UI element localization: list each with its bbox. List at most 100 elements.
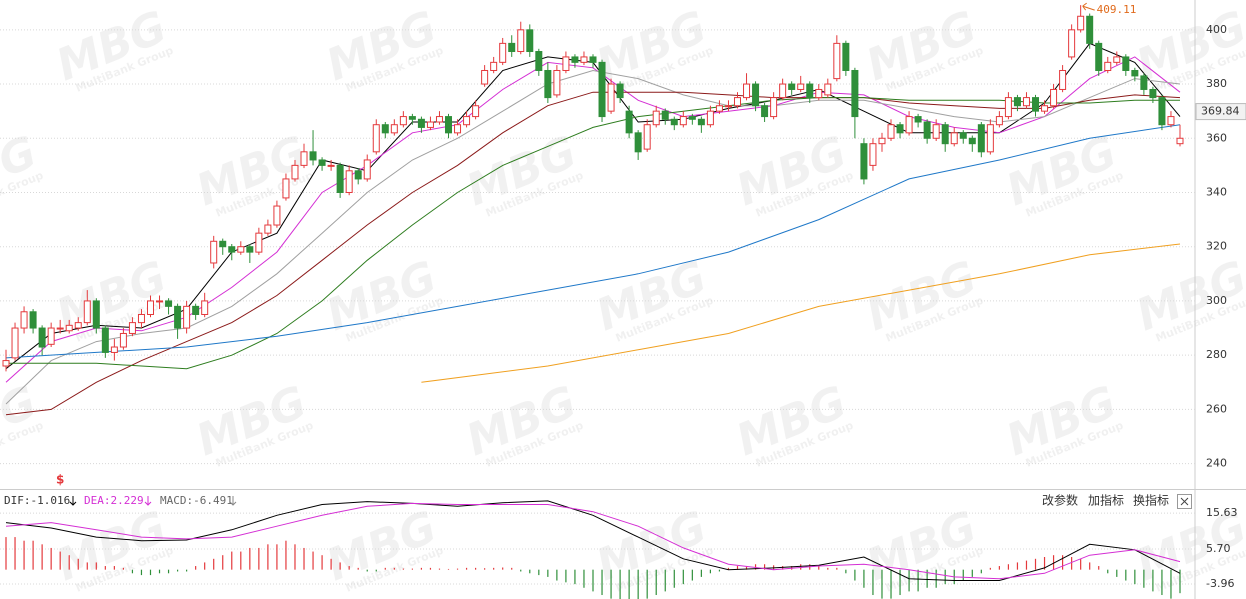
down-arrow: [144, 496, 152, 506]
candle-body: [201, 300, 209, 315]
dif-readout: DIF:-1.016: [4, 494, 70, 507]
y-tick-label: 380: [1206, 77, 1227, 90]
candle-body: [544, 69, 552, 99]
candle-body: [661, 110, 669, 120]
candle-body: [273, 205, 281, 226]
candle-body: [481, 69, 489, 85]
close-button[interactable]: [1177, 494, 1192, 509]
toolbar-button[interactable]: 改参数: [1042, 493, 1078, 508]
candle-body: [761, 105, 769, 118]
y-tick-label: 340: [1206, 185, 1227, 198]
candle-body: [1022, 97, 1030, 107]
candle-body: [65, 324, 73, 332]
candle-body: [174, 305, 182, 329]
y-tick-label: 300: [1206, 294, 1227, 307]
candle-body: [905, 116, 913, 134]
candle-body: [589, 56, 597, 63]
candle-body: [219, 240, 227, 248]
candle-body: [770, 97, 778, 118]
candle-body: [1104, 61, 1112, 71]
candle-body: [562, 56, 570, 71]
candle-body: [517, 29, 525, 53]
candle-body: [977, 124, 985, 153]
candle-body: [1176, 137, 1184, 145]
moving-average-line: [6, 97, 1180, 370]
y-tick-label: -3.96: [1206, 577, 1234, 590]
macd-line: [5, 502, 1181, 580]
candle-body: [607, 83, 615, 112]
candle-body: [706, 110, 714, 126]
candle-body: [83, 300, 91, 324]
candle-body: [715, 105, 723, 112]
candle-body: [291, 164, 299, 180]
candle-body: [445, 116, 453, 134]
candle-body: [914, 116, 922, 123]
toolbar-button[interactable]: 加指标: [1088, 493, 1124, 508]
candle-body: [1122, 56, 1130, 71]
candle-body: [101, 327, 109, 353]
candle-body: [74, 322, 82, 329]
y-tick-label: 15.63: [1206, 506, 1238, 519]
down-arrow: [69, 496, 77, 506]
y-tick-label: 400: [1206, 23, 1227, 36]
y-tick-label: 320: [1206, 240, 1227, 253]
candle-body: [643, 124, 651, 150]
candle-body: [156, 300, 164, 303]
candle-body: [941, 124, 949, 145]
candle-body: [119, 332, 127, 348]
candle-body: [472, 105, 480, 118]
candle-body: [1013, 97, 1021, 107]
candle-body: [688, 116, 696, 120]
candle-body: [47, 327, 55, 345]
last-price-label: 369.84: [1201, 105, 1240, 118]
candle-body: [1086, 15, 1094, 44]
toolbar-button[interactable]: 换指标: [1133, 493, 1169, 508]
candle-body: [986, 124, 994, 153]
signal-marker: $: [56, 473, 64, 487]
candle-body: [526, 29, 534, 53]
candle-body: [426, 121, 434, 128]
candle-body: [11, 327, 19, 359]
candle-body: [318, 159, 326, 166]
candle-body: [490, 61, 498, 71]
candle-body: [128, 322, 136, 334]
candle-body: [1077, 15, 1085, 31]
candle-body: [408, 116, 416, 120]
candle-body: [1050, 88, 1058, 107]
candle-body: [372, 124, 380, 153]
candle-body: [228, 246, 236, 253]
candle-body: [1032, 97, 1040, 112]
candle-body: [815, 88, 823, 99]
candle-body: [697, 118, 705, 126]
candle-body: [797, 83, 805, 90]
candle-body: [390, 124, 398, 134]
candle-body: [363, 159, 371, 180]
candle-body: [499, 42, 507, 63]
candle-body: [580, 56, 588, 63]
y-tick-label: 360: [1206, 131, 1227, 144]
candle-body: [246, 246, 254, 253]
candle-body: [869, 143, 877, 166]
dea-value: 2.229: [111, 494, 144, 507]
y-tick-label: 260: [1206, 402, 1227, 415]
candle-body: [950, 132, 958, 145]
candle-body: [417, 118, 425, 128]
candle-body: [237, 246, 245, 253]
macd-value: -6.491: [193, 494, 233, 507]
candle-body: [1131, 69, 1139, 77]
candle-body: [327, 164, 335, 167]
candle-body: [679, 116, 687, 126]
candle-body: [435, 116, 443, 123]
moving-average-line: [5, 69, 1181, 405]
candle-body: [896, 124, 904, 134]
moving-average-line: [5, 56, 1181, 383]
candle-body: [860, 143, 868, 180]
candle-body: [20, 311, 28, 329]
candle-body: [110, 346, 118, 353]
candle-body: [652, 110, 660, 126]
dea-label: DEA:: [84, 494, 111, 507]
candle-body: [923, 121, 931, 139]
candle-body: [2, 360, 10, 367]
y-tick-label: 5.70: [1206, 542, 1231, 555]
